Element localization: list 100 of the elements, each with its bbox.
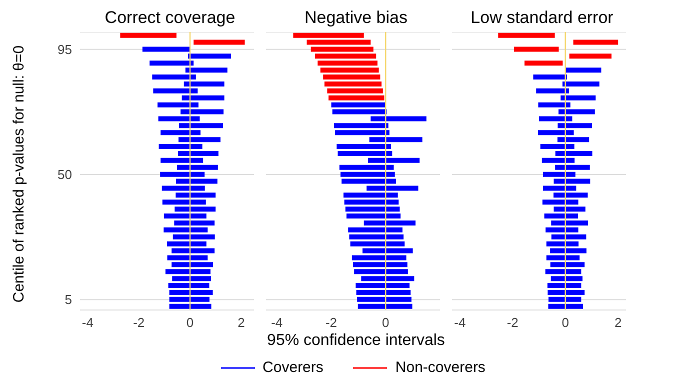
- bar: [172, 276, 212, 282]
- bar: [324, 81, 382, 86]
- bar: [178, 150, 218, 156]
- x-tick-label: 2: [238, 315, 245, 330]
- bar: [569, 54, 612, 59]
- bar: [164, 214, 206, 219]
- bar: [293, 32, 364, 38]
- bar: [182, 95, 224, 100]
- bar: [169, 296, 210, 302]
- bar: [350, 241, 405, 246]
- bar: [542, 200, 578, 205]
- x-tick-label: 2: [614, 315, 622, 330]
- chart-title: Low standard error: [470, 8, 614, 29]
- chart-title: Correct coverage: [104, 8, 236, 29]
- bar: [153, 88, 198, 94]
- bar: [369, 137, 422, 142]
- bar: [368, 158, 420, 163]
- legend-label: Non-coverers: [395, 359, 486, 376]
- bar: [560, 95, 596, 100]
- x-tick-label: -4: [271, 315, 283, 330]
- bar: [164, 227, 208, 232]
- bar: [555, 150, 592, 156]
- bar: [348, 227, 402, 232]
- bar: [318, 60, 378, 66]
- bar: [174, 206, 216, 212]
- bar: [548, 296, 582, 302]
- x-tick-label: 0: [186, 315, 194, 330]
- bar: [184, 81, 224, 86]
- x-tick-label: 0: [382, 315, 390, 330]
- bar: [152, 74, 196, 80]
- y-tick-label: 95: [58, 42, 72, 57]
- y-axis-title: Centile of ranked p-values for null: θ=0: [10, 45, 28, 303]
- bar: [356, 283, 410, 288]
- bar: [194, 40, 245, 45]
- bar: [172, 262, 214, 268]
- bar: [162, 200, 206, 205]
- bar: [160, 130, 201, 136]
- bar: [555, 164, 590, 170]
- bar: [168, 283, 210, 288]
- bar: [331, 102, 386, 108]
- bar: [179, 123, 224, 128]
- bar: [546, 241, 579, 246]
- bar: [150, 60, 194, 66]
- bar: [562, 81, 600, 86]
- bar: [336, 144, 392, 150]
- bar: [178, 137, 220, 142]
- bar: [551, 220, 588, 226]
- bar: [542, 172, 576, 177]
- bar: [343, 192, 398, 198]
- bar: [335, 130, 390, 136]
- y-tick-label: 5: [64, 292, 72, 308]
- bar: [358, 304, 412, 309]
- bar: [558, 123, 592, 128]
- bar: [354, 269, 408, 274]
- bar: [554, 206, 586, 212]
- bar: [565, 68, 602, 73]
- bar: [557, 137, 590, 142]
- bar: [185, 68, 228, 73]
- bar: [339, 164, 394, 170]
- bar: [172, 234, 215, 240]
- x-tick-label: -2: [325, 315, 338, 330]
- bar: [551, 234, 586, 240]
- bar: [550, 276, 582, 282]
- bar: [174, 220, 215, 226]
- bar: [320, 68, 379, 73]
- bar: [544, 214, 578, 219]
- bar: [353, 262, 408, 268]
- bar: [338, 150, 392, 156]
- bar: [188, 54, 231, 59]
- x-tick-label: -2: [133, 315, 145, 330]
- chart-title: Negative bias: [303, 8, 408, 29]
- bar: [540, 144, 574, 150]
- bar: [361, 276, 414, 282]
- bar: [547, 283, 582, 288]
- bar: [160, 172, 205, 177]
- bar: [550, 262, 585, 268]
- bar: [346, 214, 401, 219]
- bar: [344, 200, 399, 205]
- bar: [120, 32, 176, 38]
- bar: [548, 290, 585, 295]
- y-tick-label: 50: [58, 167, 72, 182]
- bar: [538, 102, 570, 108]
- bar: [142, 46, 190, 52]
- bar: [158, 144, 202, 150]
- bar: [524, 60, 563, 66]
- bar: [542, 158, 575, 163]
- legend-label: Coverers: [262, 359, 324, 376]
- bar: [327, 88, 383, 94]
- bar: [160, 158, 204, 163]
- bar: [514, 46, 559, 52]
- bar: [176, 164, 218, 170]
- x-axis-title: 95% confidence intervals: [266, 332, 446, 350]
- bar: [165, 269, 210, 274]
- x-tick-label: -2: [506, 315, 518, 330]
- bar: [554, 192, 588, 198]
- bar: [545, 269, 582, 274]
- x-tick-label: -4: [454, 315, 466, 330]
- bar: [349, 234, 404, 240]
- bar: [364, 220, 416, 226]
- bar: [345, 206, 400, 212]
